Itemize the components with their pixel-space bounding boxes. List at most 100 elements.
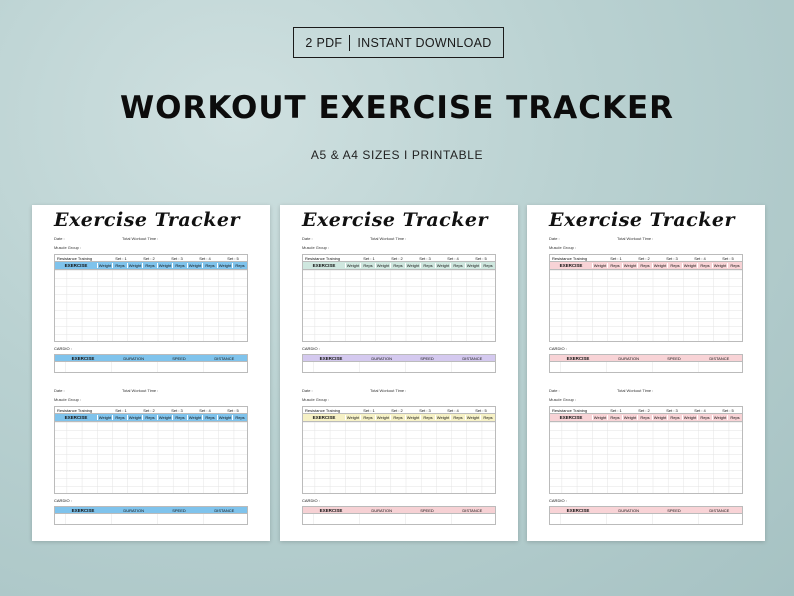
muscle-group-label: Muscle Group : (302, 397, 330, 402)
exercise-log-grid (54, 270, 248, 342)
top-date-row: Date : Total Workout Time : (54, 236, 248, 245)
date-label: Date : (54, 388, 65, 393)
reps-header: Reps (450, 263, 465, 268)
reps-header: Reps (637, 415, 652, 420)
badge-instant-download: INSTANT DOWNLOAD (357, 35, 492, 50)
reps-header: Reps (112, 263, 127, 268)
cardio-column-header: SPEED (420, 507, 434, 513)
set-label: Set : 3 (419, 255, 431, 261)
set-label: Set : 1 (610, 407, 622, 413)
set-label: Set : 3 (419, 407, 431, 413)
date-label: Date : (302, 388, 313, 393)
cardio-header-row: EXERCISE DURATION SPEED DISTANCE (549, 506, 743, 514)
resistance-training-label: Resistance Training (305, 255, 341, 261)
cardio-column-header: DURATION (123, 507, 144, 513)
muscle-group-label: Muscle Group : (302, 245, 330, 250)
set-label: Set : 2 (143, 255, 155, 261)
reps-header: Reps (667, 263, 682, 268)
tracker-title: Exercise Tracker (549, 209, 736, 231)
cardio-entry-area (549, 514, 743, 525)
resistance-training-row: Resistance Training Set : 1 Set : 2 Set : 3… (302, 406, 496, 414)
cardio-header-row: EXERCISE DURATION SPEED DISTANCE (549, 354, 743, 362)
cardio-column-header: SPEED (667, 507, 681, 513)
exercise-header-row: EXERCISE Weight Reps Weight Reps Weight Reps We… (549, 262, 743, 270)
reps-header: Reps (390, 263, 405, 268)
reps-header: Reps (727, 415, 742, 420)
set-label: Set : 5 (227, 407, 239, 413)
weight-header: Weight (592, 415, 607, 420)
cardio-column-header: SPEED (172, 355, 186, 361)
cardio-column-header: DISTANCE (462, 355, 483, 361)
weight-header: Weight (465, 415, 480, 420)
top-date-row: Date : Total Workout Time : (549, 236, 743, 245)
set-label: Set : 3 (666, 255, 678, 261)
reps-header: Reps (480, 263, 495, 268)
top-section: Date : Total Workout Time : Muscle Group… (54, 236, 248, 373)
top-muscle-row: Muscle Group : (54, 245, 248, 254)
cardio-exercise-header: EXERCISE (71, 355, 95, 361)
top-muscle-row: Muscle Group : (549, 245, 743, 254)
weight-header: Weight (682, 415, 697, 420)
cardio-header-row: EXERCISE DURATION SPEED DISTANCE (54, 506, 248, 514)
set-label: Set : 2 (143, 407, 155, 413)
weight-header: Weight (157, 415, 172, 420)
date-label: Date : (549, 236, 560, 241)
weight-header: Weight (97, 263, 112, 268)
weight-header: Weight (652, 263, 667, 268)
set-label: Set : 4 (447, 255, 459, 261)
set-label: Set : 2 (638, 407, 650, 413)
set-label: Set : 4 (694, 255, 706, 261)
exercise-header-row: EXERCISE Weight Reps Weight Reps Weight Reps We… (54, 262, 248, 270)
bottom-date-row: Date : Total Workout Time : (54, 388, 248, 397)
tracker-title: Exercise Tracker (54, 209, 241, 231)
workout-time-label: Total Workout Time : (617, 236, 654, 241)
weight-header: Weight (435, 415, 450, 420)
cardio-header-row: EXERCISE DURATION SPEED DISTANCE (302, 354, 496, 362)
reps-header: Reps (360, 415, 375, 420)
exercise-header: EXERCISE (64, 263, 88, 268)
set-label: Set : 4 (199, 255, 211, 261)
bottom-muscle-row: Muscle Group : (302, 397, 496, 406)
weight-header: Weight (622, 263, 637, 268)
tracker-title: Exercise Tracker (302, 209, 489, 231)
cardio-column-header: DISTANCE (214, 355, 235, 361)
reps-header: Reps (142, 415, 157, 420)
cardio-entry-area (549, 362, 743, 373)
resistance-training-label: Resistance Training (552, 407, 588, 413)
muscle-group-label: Muscle Group : (54, 245, 82, 250)
bottom-date-row: Date : Total Workout Time : (302, 388, 496, 397)
cardio-entry-area (302, 362, 496, 373)
weight-header: Weight (592, 263, 607, 268)
cardio-column-header: DURATION (371, 355, 392, 361)
set-label: Set : 4 (447, 407, 459, 413)
weight-header: Weight (187, 415, 202, 420)
subheadline: A5 & A4 SIZES I PRINTABLE (310, 148, 484, 162)
exercise-header: EXERCISE (559, 263, 583, 268)
cardio-label: CARDIO : (54, 346, 72, 351)
top-section: Date : Total Workout Time : Muscle Group… (302, 236, 496, 373)
exercise-header-row: EXERCISE Weight Reps Weight Reps Weight Reps We… (302, 262, 496, 270)
reps-header: Reps (172, 263, 187, 268)
reps-header: Reps (480, 415, 495, 420)
weight-header: Weight (345, 415, 360, 420)
muscle-group-label: Muscle Group : (549, 397, 577, 402)
reps-header: Reps (112, 415, 127, 420)
reps-header: Reps (450, 415, 465, 420)
cardio-column-header: DISTANCE (462, 507, 483, 513)
resistance-training-row: Resistance Training Set : 1 Set : 2 Set : 3… (549, 254, 743, 262)
resistance-training-label: Resistance Training (57, 255, 93, 261)
set-label: Set : 3 (171, 255, 183, 261)
weight-header: Weight (217, 263, 232, 268)
tracker-page-pink: Exercise Tracker Date : Total Workout Ti… (527, 205, 765, 541)
date-label: Date : (302, 236, 313, 241)
cardio-entry-area (302, 514, 496, 525)
set-label: Set : 2 (638, 255, 650, 261)
weight-header: Weight (652, 415, 667, 420)
cardio-column-header: DURATION (371, 507, 392, 513)
bottom-date-row: Date : Total Workout Time : (549, 388, 743, 397)
exercise-header-row: EXERCISE Weight Reps Weight Reps Weight Reps We… (549, 414, 743, 422)
cardio-exercise-header: EXERCISE (319, 507, 343, 513)
weight-header: Weight (682, 263, 697, 268)
workout-time-label: Total Workout Time : (370, 388, 407, 393)
exercise-header: EXERCISE (64, 415, 88, 420)
